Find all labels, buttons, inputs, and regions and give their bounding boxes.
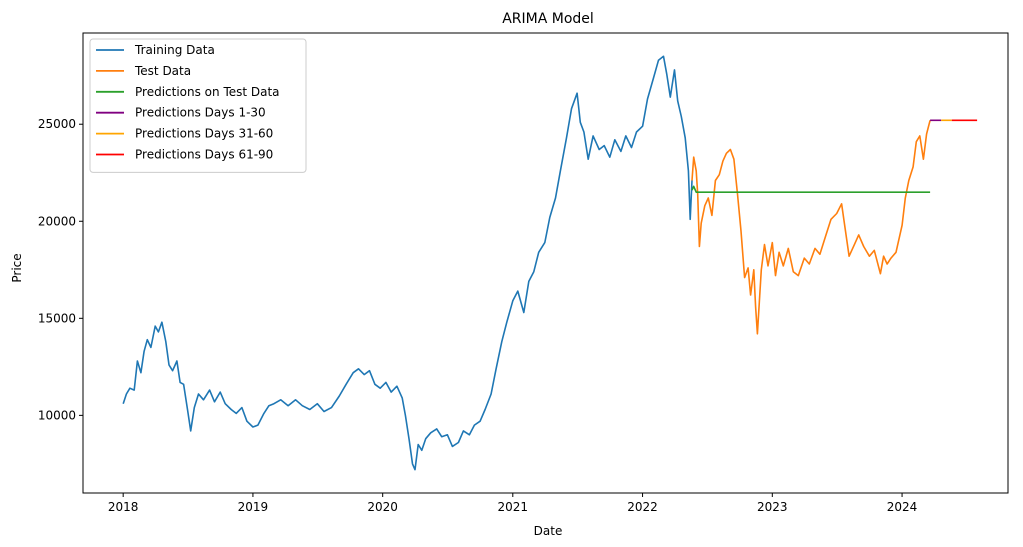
legend-box xyxy=(89,38,307,173)
x-axis: 2018 2019 2020 2021 2022 2023 2024 xyxy=(108,493,917,514)
legend-label-predictions-days-1-30: Predictions Days 1-30 xyxy=(135,106,266,120)
x-tick-label: 2023 xyxy=(757,500,788,514)
legend-label-predictions-days-31-60: Predictions Days 31-60 xyxy=(135,127,273,141)
series-line-training-data xyxy=(122,55,693,471)
y-axis: 10000 15000 20000 25000 xyxy=(38,117,83,422)
legend-label-predictions-days-61-90: Predictions Days 61-90 xyxy=(135,148,273,162)
legend-label-training-data: Training Data xyxy=(134,43,215,57)
legend: Training Data Test Data Predictions on Tes… xyxy=(89,38,307,173)
x-tick-label: 2022 xyxy=(627,500,658,514)
plot-frame xyxy=(82,32,1009,494)
y-tick-label: 15000 xyxy=(38,311,76,325)
y-axis-label: Price xyxy=(10,253,24,282)
x-tick-label: 2018 xyxy=(108,500,139,514)
x-tick-label: 2021 xyxy=(498,500,529,514)
series-line-test-data xyxy=(691,120,931,335)
x-tick-label: 2024 xyxy=(887,500,918,514)
chart-title: ARIMA Model xyxy=(502,11,594,27)
y-tick-label: 20000 xyxy=(38,214,76,228)
legend-label-test-data: Test Data xyxy=(134,64,191,78)
y-tick-label: 10000 xyxy=(38,408,76,422)
plot-area xyxy=(122,55,978,471)
x-tick-label: 2020 xyxy=(367,500,398,514)
series-line-predictions-on-test-data xyxy=(691,185,931,193)
y-tick-label: 25000 xyxy=(38,117,76,131)
legend-label-predictions-on-test-data: Predictions on Test Data xyxy=(135,85,280,99)
x-axis-label: Date xyxy=(534,524,563,538)
x-tick-label: 2019 xyxy=(238,500,269,514)
